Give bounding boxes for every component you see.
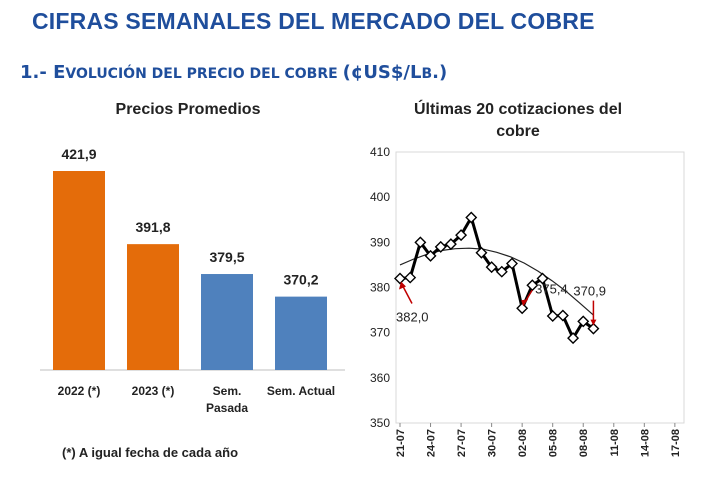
data-point-marker [465, 211, 478, 224]
annotation-label: 382,0 [396, 309, 429, 324]
x-axis-tick-label: 08-08 [578, 429, 590, 457]
annotation-arrowhead [590, 319, 597, 326]
bar-category-label-line2: Pasada [206, 401, 248, 415]
data-point-marker [495, 265, 508, 278]
data-point-marker [475, 246, 488, 259]
x-axis-tick-label: 05-08 [548, 429, 560, 457]
bar [127, 244, 179, 370]
bar-category-label: Sem. Actual [267, 384, 335, 398]
data-point-marker [434, 240, 447, 253]
data-point-marker [505, 257, 518, 270]
y-axis-tick-label: 350 [370, 416, 390, 430]
data-point-marker [444, 238, 457, 251]
data-point-marker [455, 229, 468, 242]
section-heading-end: .) [432, 62, 448, 83]
x-axis-tick-label: 21-07 [395, 429, 407, 457]
bar-value-label: 379,5 [209, 249, 244, 265]
x-axis-tick-label: 30-07 [487, 429, 499, 457]
x-axis-tick-label: 27-07 [456, 429, 468, 457]
data-point-marker [556, 309, 569, 322]
data-point-marker [567, 332, 580, 345]
bar-category-label: Sem. [213, 384, 242, 398]
annotation-arrowhead [521, 299, 529, 307]
price-series-line [399, 216, 595, 340]
bar-value-label: 370,2 [283, 272, 318, 288]
footnote: (*) A igual fecha de cada año [62, 445, 239, 460]
section-heading-text: VOLUCIÓN DEL PRECIO DEL COBRE [65, 66, 343, 82]
x-axis-tick-label: 24-07 [426, 429, 438, 457]
y-axis-tick-label: 390 [370, 235, 390, 249]
bar-value-label: 421,9 [61, 146, 96, 162]
section-heading: 1.- EVOLUCIÓN DEL PRECIO DEL COBRE (¢US$… [20, 62, 447, 83]
section-heading-unit-sc: B [421, 66, 433, 82]
bar-category-label: 2023 (*) [132, 384, 175, 398]
annotation-arrow [401, 284, 413, 304]
data-point-marker [536, 272, 549, 285]
y-axis-tick-label: 380 [370, 281, 390, 295]
data-point-marker [546, 309, 559, 322]
data-point-marker [404, 271, 417, 284]
data-point-marker [394, 272, 406, 285]
y-axis-tick-label: 360 [370, 371, 390, 385]
bar [53, 171, 105, 370]
annotation-label: 370,9 [573, 284, 606, 299]
bar-category-label: 2022 (*) [58, 384, 101, 398]
y-axis-tick-label: 400 [370, 190, 390, 204]
bar-value-label: 391,8 [135, 219, 170, 235]
data-point-marker [577, 315, 590, 328]
data-point-marker [414, 236, 427, 249]
section-heading-num: 1.- E [20, 62, 66, 83]
line-chart-plot-area [395, 151, 685, 424]
x-axis-tick-label: 17-08 [670, 429, 682, 457]
x-axis-tick-label: 11-08 [609, 429, 621, 457]
line-chart-title: cobre [496, 123, 540, 140]
bar-chart-title: Precios Promedios [116, 101, 261, 118]
annotation-arrowhead [399, 281, 406, 290]
line-chart-title: Últimas 20 cotizaciones del [414, 99, 622, 118]
data-point-marker [526, 279, 539, 292]
y-axis-tick-label: 370 [370, 326, 390, 340]
data-point-marker [424, 249, 437, 262]
data-point-marker [516, 302, 529, 315]
data-point-marker [587, 322, 600, 335]
page-title: CIFRAS SEMANALES DEL MERCADO DEL COBRE [32, 8, 595, 34]
x-axis-tick-label: 02-08 [517, 429, 529, 457]
bar [275, 296, 327, 370]
last-20-quotes-line-chart: Últimas 20 cotizaciones del cobre 410 400 39… [370, 99, 685, 457]
y-axis-tick-label: 410 [370, 145, 390, 159]
average-prices-bar-chart: Precios Promedios 421,9 2022 (*) 391,8 2023 … [40, 101, 345, 415]
section-heading-unit: (¢US$/L [342, 62, 422, 83]
data-point-marker [485, 261, 498, 274]
annotation-label: 375,4 [535, 281, 568, 296]
x-axis-tick-label: 14-08 [639, 429, 651, 457]
bar [201, 274, 253, 370]
